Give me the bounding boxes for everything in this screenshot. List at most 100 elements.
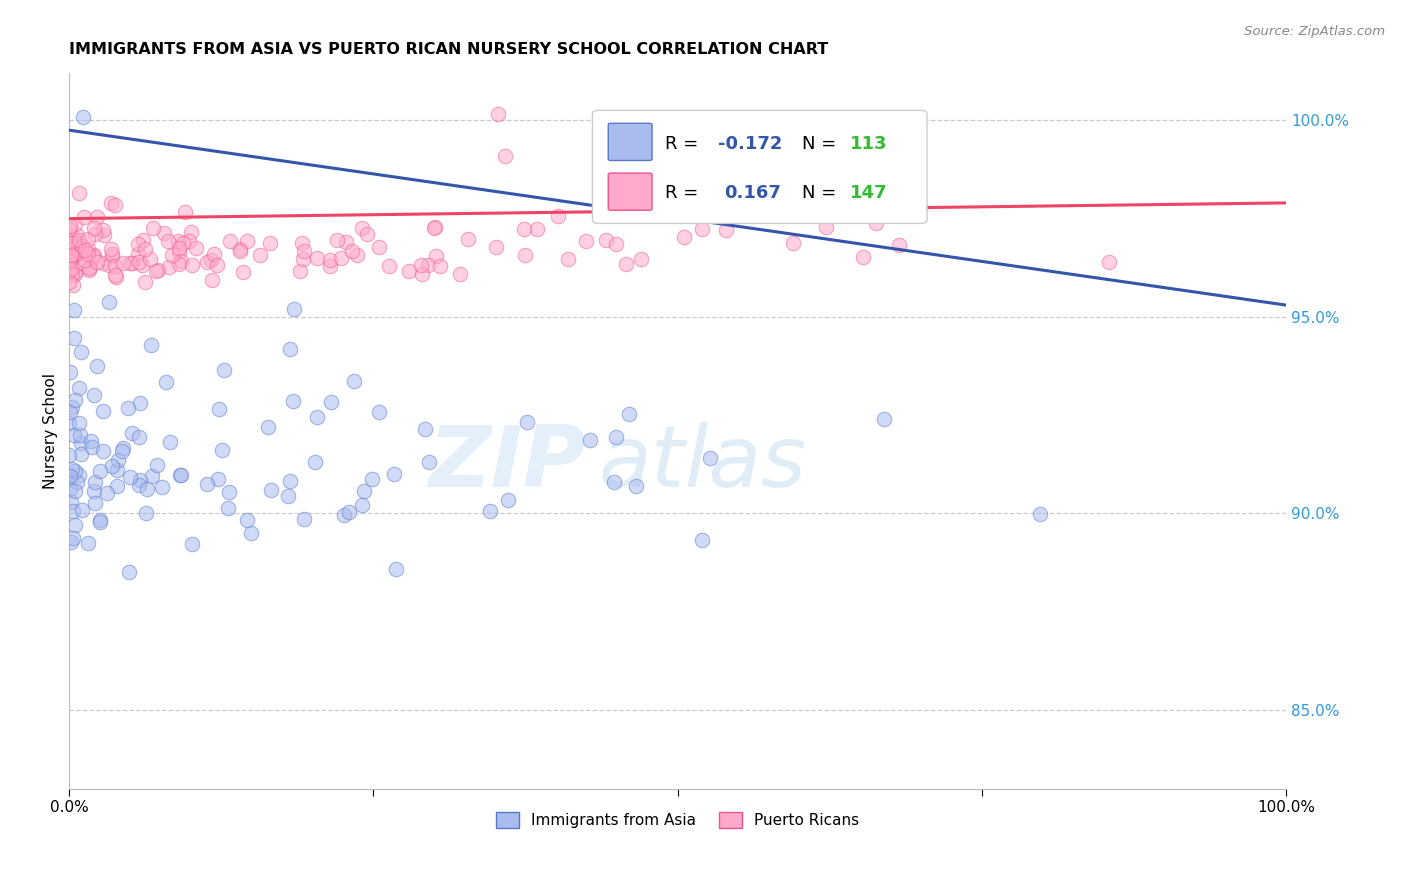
Immigrants from Asia <box>128 430 150 444</box>
Immigrants from Asia <box>418 455 440 469</box>
Immigrants from Asia <box>97 295 120 310</box>
Puerto Ricans <box>63 217 86 231</box>
Puerto Ricans <box>83 248 105 262</box>
FancyBboxPatch shape <box>609 123 652 161</box>
Immigrants from Asia <box>141 469 163 483</box>
Immigrants from Asia <box>239 526 262 541</box>
Immigrants from Asia <box>212 363 235 377</box>
Text: 0.167: 0.167 <box>724 185 780 202</box>
Immigrants from Asia <box>516 415 538 429</box>
Puerto Ricans <box>515 248 537 262</box>
Puerto Ricans <box>887 238 910 252</box>
Puerto Ricans <box>356 227 378 241</box>
Puerto Ricans <box>76 232 98 246</box>
Puerto Ricans <box>319 253 342 268</box>
Immigrants from Asia <box>217 501 239 516</box>
Puerto Ricans <box>65 247 87 261</box>
Puerto Ricans <box>66 227 89 242</box>
Puerto Ricans <box>557 252 579 266</box>
Puerto Ricans <box>104 198 127 212</box>
Puerto Ricans <box>368 240 391 254</box>
Puerto Ricans <box>131 233 153 247</box>
Puerto Ricans <box>429 260 451 274</box>
Text: N =: N = <box>801 135 842 153</box>
Puerto Ricans <box>67 244 90 258</box>
Immigrants from Asia <box>385 562 408 576</box>
Puerto Ricans <box>181 258 204 272</box>
Puerto Ricans <box>59 236 82 251</box>
Immigrants from Asia <box>67 467 90 482</box>
Puerto Ricans <box>131 258 153 272</box>
Immigrants from Asia <box>105 479 128 493</box>
Immigrants from Asia <box>84 475 107 490</box>
Puerto Ricans <box>418 258 440 272</box>
Puerto Ricans <box>58 254 80 268</box>
Puerto Ricans <box>673 230 696 244</box>
Immigrants from Asia <box>305 410 328 425</box>
Text: R =: R = <box>665 135 704 153</box>
Immigrants from Asia <box>70 345 93 359</box>
Puerto Ricans <box>67 243 90 257</box>
Immigrants from Asia <box>382 467 405 482</box>
Puerto Ricans <box>58 264 80 278</box>
Puerto Ricans <box>72 239 94 253</box>
Immigrants from Asia <box>60 534 83 549</box>
Immigrants from Asia <box>603 475 626 489</box>
Immigrants from Asia <box>207 472 229 486</box>
Immigrants from Asia <box>80 441 103 455</box>
Puerto Ricans <box>398 263 420 277</box>
Puerto Ricans <box>100 247 122 261</box>
Puerto Ricans <box>62 235 84 250</box>
Immigrants from Asia <box>624 479 647 493</box>
Puerto Ricans <box>207 259 229 273</box>
Puerto Ricans <box>60 268 83 282</box>
Puerto Ricans <box>457 232 479 246</box>
Puerto Ricans <box>138 252 160 266</box>
Immigrants from Asia <box>141 338 163 352</box>
Puerto Ricans <box>167 241 190 255</box>
Immigrants from Asia <box>63 302 86 317</box>
Immigrants from Asia <box>496 493 519 508</box>
Immigrants from Asia <box>292 511 315 525</box>
Immigrants from Asia <box>699 451 721 466</box>
Immigrants from Asia <box>283 302 305 317</box>
Immigrants from Asia <box>150 479 173 493</box>
Immigrants from Asia <box>605 430 627 444</box>
Puerto Ricans <box>630 252 652 266</box>
Puerto Ricans <box>100 195 122 210</box>
Immigrants from Asia <box>478 504 501 518</box>
Immigrants from Asia <box>67 416 90 430</box>
Puerto Ricans <box>291 236 314 251</box>
Puerto Ricans <box>67 233 90 247</box>
Puerto Ricans <box>449 267 471 281</box>
Puerto Ricans <box>170 253 193 268</box>
Text: 147: 147 <box>851 185 887 202</box>
Puerto Ricans <box>128 254 150 268</box>
Immigrants from Asia <box>69 427 91 442</box>
Puerto Ricans <box>97 258 120 272</box>
Puerto Ricans <box>134 275 156 289</box>
Puerto Ricans <box>75 252 97 267</box>
Puerto Ricans <box>409 259 432 273</box>
Puerto Ricans <box>259 235 281 250</box>
Puerto Ricans <box>494 148 516 162</box>
Puerto Ricans <box>157 260 180 274</box>
Text: ZIP: ZIP <box>429 422 586 505</box>
Immigrants from Asia <box>66 475 89 490</box>
Immigrants from Asia <box>83 484 105 499</box>
Puerto Ricans <box>172 235 194 250</box>
Immigrants from Asia <box>117 566 139 580</box>
Immigrants from Asia <box>128 478 150 492</box>
Immigrants from Asia <box>89 513 111 527</box>
Immigrants from Asia <box>59 482 82 496</box>
Puerto Ricans <box>605 236 627 251</box>
Puerto Ricans <box>377 259 399 273</box>
Puerto Ricans <box>342 244 364 258</box>
Puerto Ricans <box>86 255 108 269</box>
FancyBboxPatch shape <box>609 173 652 211</box>
Immigrants from Asia <box>83 388 105 402</box>
Puerto Ricans <box>62 232 84 246</box>
Puerto Ricans <box>104 268 127 283</box>
Immigrants from Asia <box>60 400 83 414</box>
Immigrants from Asia <box>1029 507 1052 521</box>
